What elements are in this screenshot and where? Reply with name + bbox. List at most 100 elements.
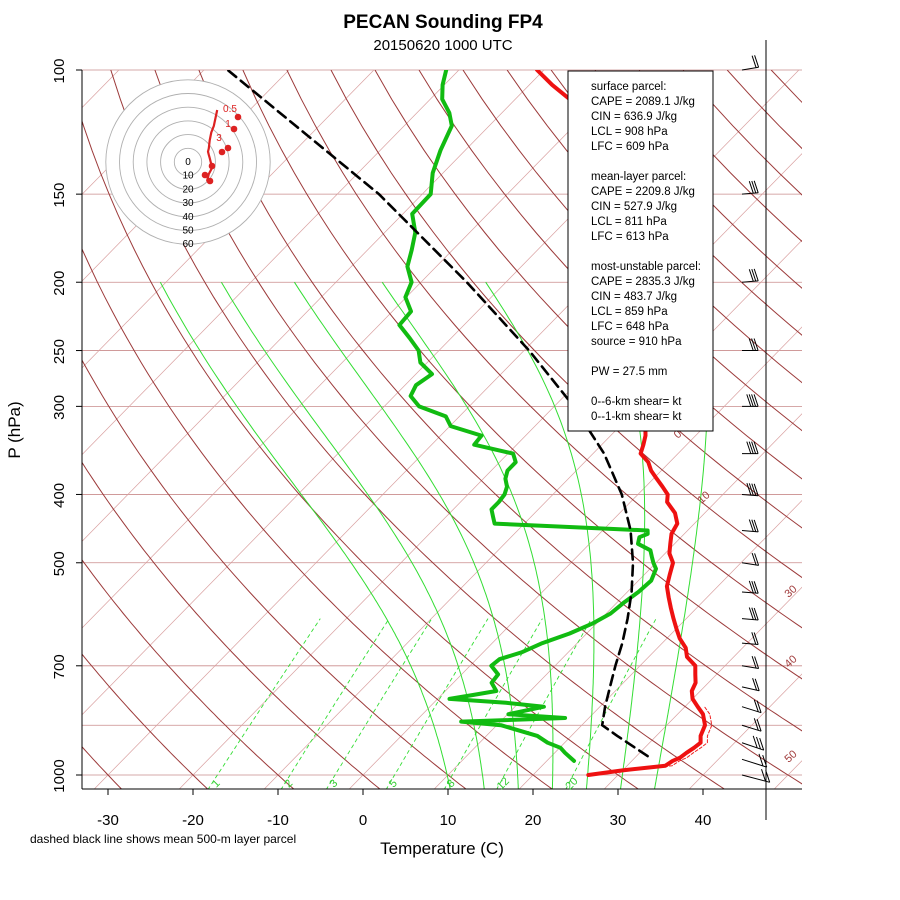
x-tick-label: 40 — [695, 812, 712, 829]
wind-barb-feather — [753, 699, 759, 712]
wind-barb-feather — [753, 338, 759, 351]
wind-barb-feather — [761, 769, 766, 782]
mixing-ratio-line — [565, 618, 657, 789]
wind-barb-feather — [746, 394, 752, 407]
dry-adiabat-lines — [82, 70, 900, 790]
wind-barb-feather — [748, 607, 754, 620]
isotherm-line — [178, 153, 802, 789]
wind-barb-feather — [751, 441, 757, 454]
wind-barb-feather — [748, 338, 754, 351]
mixing-ratio-line — [207, 618, 321, 789]
info-line: LFC = 613 hPa — [591, 231, 669, 243]
hodograph-ring-label: 50 — [182, 226, 194, 237]
wind-barb-feather — [748, 441, 754, 454]
hodograph: 0 10 20 30 40 50 60 0.5 13 — [105, 79, 271, 250]
wind-barb-feather — [754, 678, 760, 691]
wind-barb-feather — [752, 735, 758, 749]
info-line: 0--6-km shear= kt — [591, 396, 682, 408]
wind-barb-feather — [753, 519, 759, 533]
hodograph-ring — [119, 93, 257, 231]
info-line: CAPE = 2089.1 J/kg — [591, 96, 695, 108]
dry-adiabat — [286, 70, 802, 629]
x-axis-label: Temperature (C) — [380, 839, 504, 858]
info-line: CIN = 483.7 J/kg — [591, 291, 677, 303]
dry-adiabat — [815, 70, 900, 790]
y-tick-label: 300 — [51, 395, 68, 420]
moist-adiabat — [293, 281, 519, 789]
dry-adiabat — [242, 70, 802, 680]
x-tick-label: 20 — [525, 812, 542, 829]
mixing-ratio-line — [443, 618, 543, 789]
wind-barb-feather — [751, 180, 757, 194]
wind-barb-feather — [751, 580, 757, 594]
hodograph-height-label: 3 — [216, 133, 222, 144]
x-tick-label: -20 — [182, 812, 204, 829]
wind-barb-feather — [753, 483, 759, 496]
dry-adiabat — [506, 70, 802, 384]
isotherm-line — [82, 70, 460, 456]
info-line: mean-layer parcel: — [591, 171, 686, 183]
wind-barb-feather — [758, 753, 764, 767]
mixing-ratio-label: 1 — [210, 777, 223, 790]
wind-barb-feather — [751, 55, 757, 68]
wind-barb-feather — [746, 441, 752, 454]
wind-barb-feather — [753, 394, 759, 407]
wind-barb-feather — [765, 770, 771, 783]
y-tick-label: 100 — [51, 58, 68, 83]
dry-adiabat — [154, 70, 802, 785]
hodograph-ring-label: 40 — [182, 212, 194, 223]
info-line: LCL = 908 hPa — [591, 126, 668, 138]
hodograph-height-label: 0.5 — [223, 104, 237, 115]
moist-adiabat — [220, 281, 485, 789]
hodograph-point — [224, 144, 232, 152]
hodograph-ring — [160, 134, 216, 190]
moist-adiabat — [159, 281, 451, 789]
wind-barb-feather — [753, 441, 759, 454]
mixing-ratio-line — [326, 618, 433, 789]
wind-barb-feather — [756, 736, 761, 750]
wind-barb-feather — [753, 718, 759, 731]
wind-barb-feather — [751, 632, 757, 645]
dewpoint-profile — [397, 70, 658, 763]
chart-title: PECAN Sounding FP4 — [343, 12, 543, 33]
mixing-ratio-label: 12 — [495, 775, 512, 792]
wind-barb-feather — [753, 632, 759, 645]
hodograph-ring-label: 10 — [182, 171, 194, 182]
dry-adiabat — [82, 653, 209, 789]
hodograph-point — [208, 162, 216, 170]
dry-adiabat — [462, 70, 802, 432]
isotherm-line — [603, 586, 802, 789]
y-tick-label: 250 — [51, 339, 68, 364]
wind-barbs — [741, 40, 771, 820]
dry-adiabat-label: 10 — [695, 489, 712, 506]
wind-barb-feather — [751, 552, 757, 566]
y-tick-label: 150 — [51, 183, 68, 208]
mixing-ratio-line — [280, 618, 390, 789]
wind-barb-feather — [752, 678, 758, 691]
hodograph-ring-label: 0 — [185, 157, 191, 168]
parcel-info-box — [567, 70, 714, 432]
footnote: dashed black line shows mean 500-m layer… — [30, 832, 296, 846]
parcel-path — [226, 70, 649, 758]
wind-barb-feather — [754, 656, 760, 669]
parcel-line — [226, 70, 649, 758]
chart-subtitle: 20150620 1000 UTC — [373, 37, 512, 54]
parcel-info-text: surface parcel: CAPE = 2089.1 J/kg CIN = 6… — [591, 81, 701, 423]
wind-barb-feather — [751, 268, 757, 282]
hodograph-point — [230, 125, 238, 133]
hodograph-ring-label: 30 — [182, 198, 194, 209]
y-tick-label: 1000 — [51, 759, 68, 792]
moist-adiabat — [654, 282, 709, 789]
wind-barb-feather — [753, 607, 759, 621]
wind-barb-feather — [756, 719, 762, 732]
dry-adiabat — [82, 119, 640, 789]
dry-adiabat-label: 30 — [782, 583, 799, 600]
info-line: LCL = 811 hPa — [591, 216, 667, 228]
hodograph-trace — [206, 109, 219, 183]
wind-barb-feather — [754, 55, 760, 68]
y-tick-label: 400 — [51, 483, 68, 508]
wind-barb-feather — [751, 607, 757, 620]
hodograph-ring — [105, 79, 271, 245]
dry-adiabat — [726, 70, 802, 150]
